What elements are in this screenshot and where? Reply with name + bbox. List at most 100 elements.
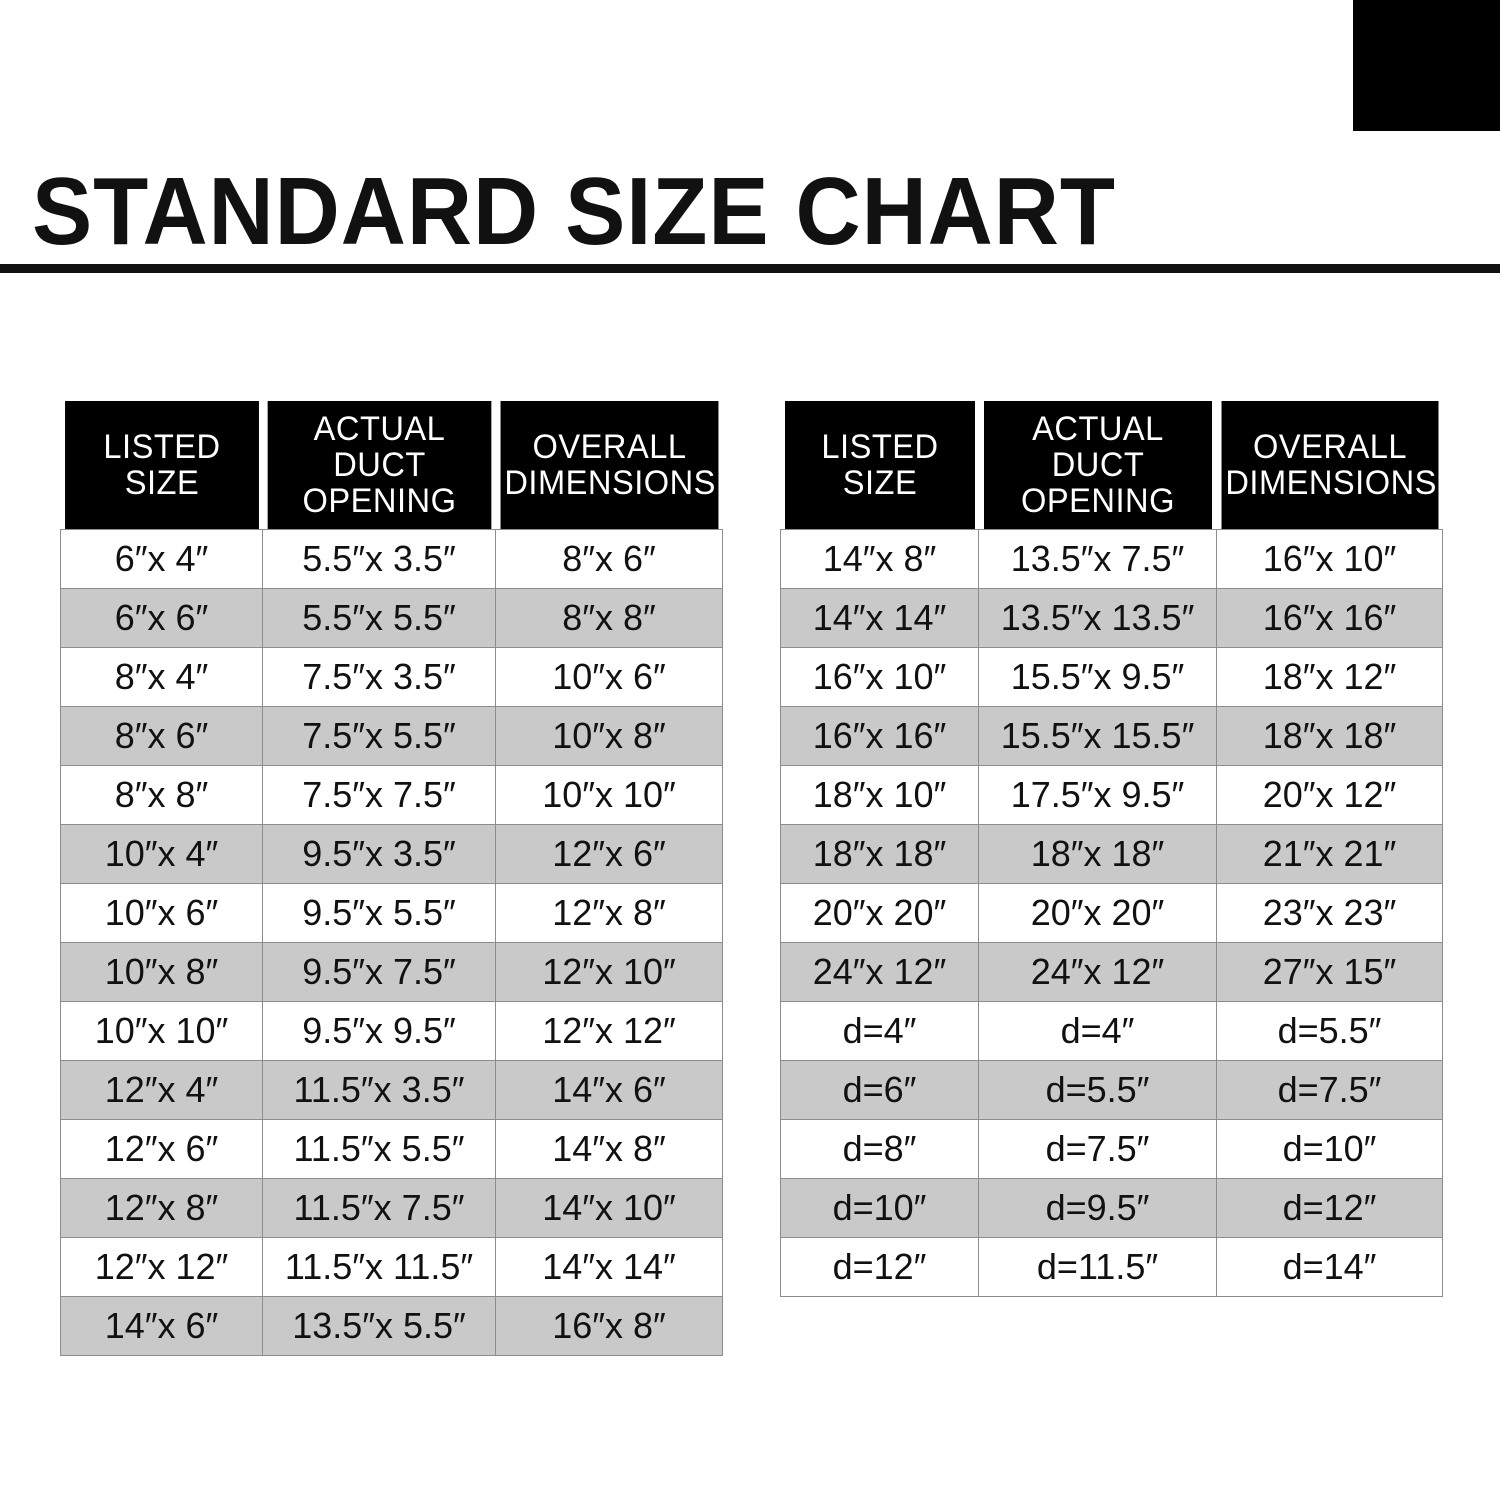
- table-cell: 16″x 16″: [780, 706, 979, 766]
- header-line: OPENING: [302, 482, 456, 520]
- column-header-actual-duct-opening: ACTUAL DUCT OPENING: [267, 401, 491, 530]
- header-line: OPENING: [1020, 482, 1175, 520]
- table-cell: d=14″: [1216, 1237, 1443, 1297]
- table-cell: 16″x 16″: [1216, 588, 1443, 648]
- table-cell: 12″x 12″: [495, 1001, 723, 1061]
- table-cell: 11.5″x 11.5″: [262, 1237, 496, 1297]
- table-cell: 9.5″x 7.5″: [262, 942, 496, 1002]
- table-cell: 16″x 10″: [1216, 529, 1443, 589]
- table-cell: 15.5″x 9.5″: [978, 647, 1217, 707]
- table-cell: 8″x 6″: [495, 529, 723, 589]
- table-cell: 14″x 6″: [60, 1296, 263, 1356]
- table-row: 14″x 8″ 13.5″x 7.5″ 16″x 10″: [780, 529, 1443, 589]
- header-line: DIMENSIONS: [503, 464, 716, 502]
- table-cell: 10″x 6″: [495, 647, 723, 707]
- table-cell: d=4″: [780, 1001, 979, 1061]
- table-row: 16″x 10″ 15.5″x 9.5″ 18″x 12″: [780, 647, 1443, 707]
- table-left-header: LISTED SIZE ACTUAL DUCT OPENING OVERALL …: [61, 401, 723, 530]
- table-cell: 18″x 18″: [1216, 706, 1443, 766]
- table-row: 14″x 14″ 13.5″x 13.5″ 16″x 16″: [780, 588, 1443, 648]
- table-cell: 10″x 4″: [60, 824, 263, 884]
- table-cell: 11.5″x 3.5″: [262, 1060, 496, 1120]
- table-cell: 10″x 8″: [495, 706, 723, 766]
- table-cell: 9.5″x 3.5″: [262, 824, 496, 884]
- table-cell: 10″x 10″: [60, 1001, 263, 1061]
- table-row: 10″x 6″ 9.5″x 5.5″ 12″x 8″: [60, 883, 723, 943]
- table-cell: 7.5″x 5.5″: [262, 706, 496, 766]
- table-row: 20″x 20″ 20″x 20″ 23″x 23″: [780, 883, 1443, 943]
- table-cell: 9.5″x 9.5″: [262, 1001, 496, 1061]
- column-header-listed-size: LISTED SIZE: [784, 401, 975, 530]
- header-line: OVERALL: [1252, 428, 1407, 466]
- table-cell: 10″x 8″: [60, 942, 263, 1002]
- table-cell: 17.5″x 9.5″: [978, 765, 1217, 825]
- table-cell: 12″x 6″: [60, 1119, 263, 1179]
- table-cell: 12″x 4″: [60, 1060, 263, 1120]
- table-cell: 12″x 8″: [60, 1178, 263, 1238]
- table-cell: 21″x 21″: [1216, 824, 1443, 884]
- table-cell: 8″x 6″: [60, 706, 263, 766]
- table-row: 8″x 8″ 7.5″x 7.5″ 10″x 10″: [60, 765, 723, 825]
- size-table-left: LISTED SIZE ACTUAL DUCT OPENING OVERALL …: [60, 401, 723, 1356]
- table-row: d=12″ d=11.5″ d=14″: [780, 1237, 1443, 1297]
- table-cell: 12″x 12″: [60, 1237, 263, 1297]
- table-cell: 11.5″x 7.5″: [262, 1178, 496, 1238]
- table-cell: d=11.5″: [978, 1237, 1217, 1297]
- table-cell: 14″x 8″: [495, 1119, 723, 1179]
- table-cell: 18″x 18″: [780, 824, 979, 884]
- table-cell: 12″x 8″: [495, 883, 723, 943]
- table-cell: 27″x 15″: [1216, 942, 1443, 1002]
- table-row: 14″x 6″ 13.5″x 5.5″ 16″x 8″: [60, 1296, 723, 1356]
- table-cell: d=9.5″: [978, 1178, 1217, 1238]
- table-cell: 11.5″x 5.5″: [262, 1119, 496, 1179]
- table-cell: 20″x 12″: [1216, 765, 1443, 825]
- table-row: d=8″ d=7.5″ d=10″: [780, 1119, 1443, 1179]
- header-line: DIMENSIONS: [1224, 464, 1437, 502]
- size-table-right: LISTED SIZE ACTUAL DUCT OPENING OVERALL …: [780, 401, 1443, 1297]
- header-line: ACTUAL DUCT: [1031, 410, 1164, 484]
- title-section: STANDARD SIZE CHART: [0, 158, 1500, 273]
- table-row: 8″x 4″ 7.5″x 3.5″ 10″x 6″: [60, 647, 723, 707]
- table-row: d=4″ d=4″ d=5.5″: [780, 1001, 1443, 1061]
- table-right-header-row: LISTED SIZE ACTUAL DUCT OPENING OVERALL …: [781, 401, 1443, 530]
- table-cell: 14″x 14″: [495, 1237, 723, 1297]
- header-line: LISTED SIZE: [102, 428, 221, 502]
- table-cell: d=5.5″: [1216, 1001, 1443, 1061]
- page-title: STANDARD SIZE CHART: [31, 158, 1116, 265]
- table-cell: 9.5″x 5.5″: [262, 883, 496, 943]
- table-row: 12″x 6″ 11.5″x 5.5″ 14″x 8″: [60, 1119, 723, 1179]
- table-row: 8″x 6″ 7.5″x 5.5″ 10″x 8″: [60, 706, 723, 766]
- table-cell: 18″x 10″: [780, 765, 979, 825]
- table-cell: 18″x 18″: [978, 824, 1217, 884]
- table-cell: 14″x 14″: [780, 588, 979, 648]
- column-header-listed-size: LISTED SIZE: [64, 401, 259, 530]
- table-row: 6″x 4″ 5.5″x 3.5″ 8″x 6″: [60, 529, 723, 589]
- table-cell: 15.5″x 15.5″: [978, 706, 1217, 766]
- table-cell: 10″x 10″: [495, 765, 723, 825]
- table-cell: 5.5″x 5.5″: [262, 588, 496, 648]
- table-cell: 12″x 6″: [495, 824, 723, 884]
- table-cell: 5.5″x 3.5″: [262, 529, 496, 589]
- table-cell: 8″x 8″: [60, 765, 263, 825]
- table-cell: d=6″: [780, 1060, 979, 1120]
- table-cell: d=10″: [780, 1178, 979, 1238]
- table-row: 10″x 4″ 9.5″x 3.5″ 12″x 6″: [60, 824, 723, 884]
- table-cell: 16″x 8″: [495, 1296, 723, 1356]
- table-cell: d=12″: [780, 1237, 979, 1297]
- table-cell: 13.5″x 13.5″: [978, 588, 1217, 648]
- table-row: 6″x 6″ 5.5″x 5.5″ 8″x 8″: [60, 588, 723, 648]
- table-right-header: LISTED SIZE ACTUAL DUCT OPENING OVERALL …: [781, 401, 1443, 530]
- table-cell: 24″x 12″: [978, 942, 1217, 1002]
- table-row: 18″x 10″ 17.5″x 9.5″ 20″x 12″: [780, 765, 1443, 825]
- table-row: 10″x 10″ 9.5″x 9.5″ 12″x 12″: [60, 1001, 723, 1061]
- header-line: LISTED SIZE: [820, 428, 939, 502]
- table-cell: d=7.5″: [1216, 1060, 1443, 1120]
- table-cell: 10″x 6″: [60, 883, 263, 943]
- table-cell: 20″x 20″: [780, 883, 979, 943]
- table-row: 12″x 4″ 11.5″x 3.5″ 14″x 6″: [60, 1060, 723, 1120]
- table-cell: 13.5″x 7.5″: [978, 529, 1217, 589]
- header-line: OVERALL: [532, 428, 686, 466]
- table-cell: 23″x 23″: [1216, 883, 1443, 943]
- table-row: 16″x 16″ 15.5″x 15.5″ 18″x 18″: [780, 706, 1443, 766]
- table-cell: d=7.5″: [978, 1119, 1217, 1179]
